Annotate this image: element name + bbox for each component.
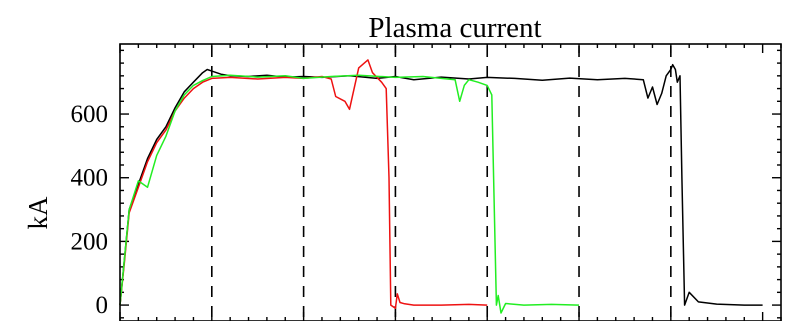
y-tick-label: 200 (71, 228, 109, 255)
y-tick-label: 400 (71, 165, 109, 192)
y-tick-label: 600 (71, 101, 109, 128)
series-lines (119, 59, 763, 314)
plot-frame (119, 43, 782, 321)
chart-title: Plasma current (368, 12, 541, 44)
vertical-dashed-lines (211, 46, 672, 321)
y-axis-label: kA (23, 196, 53, 230)
series-line (119, 74, 580, 314)
series-line (119, 59, 488, 310)
series-line (119, 63, 763, 306)
axis-ticks: 0 200 400 600 (71, 44, 782, 321)
y-tick-label: 0 (96, 292, 109, 319)
